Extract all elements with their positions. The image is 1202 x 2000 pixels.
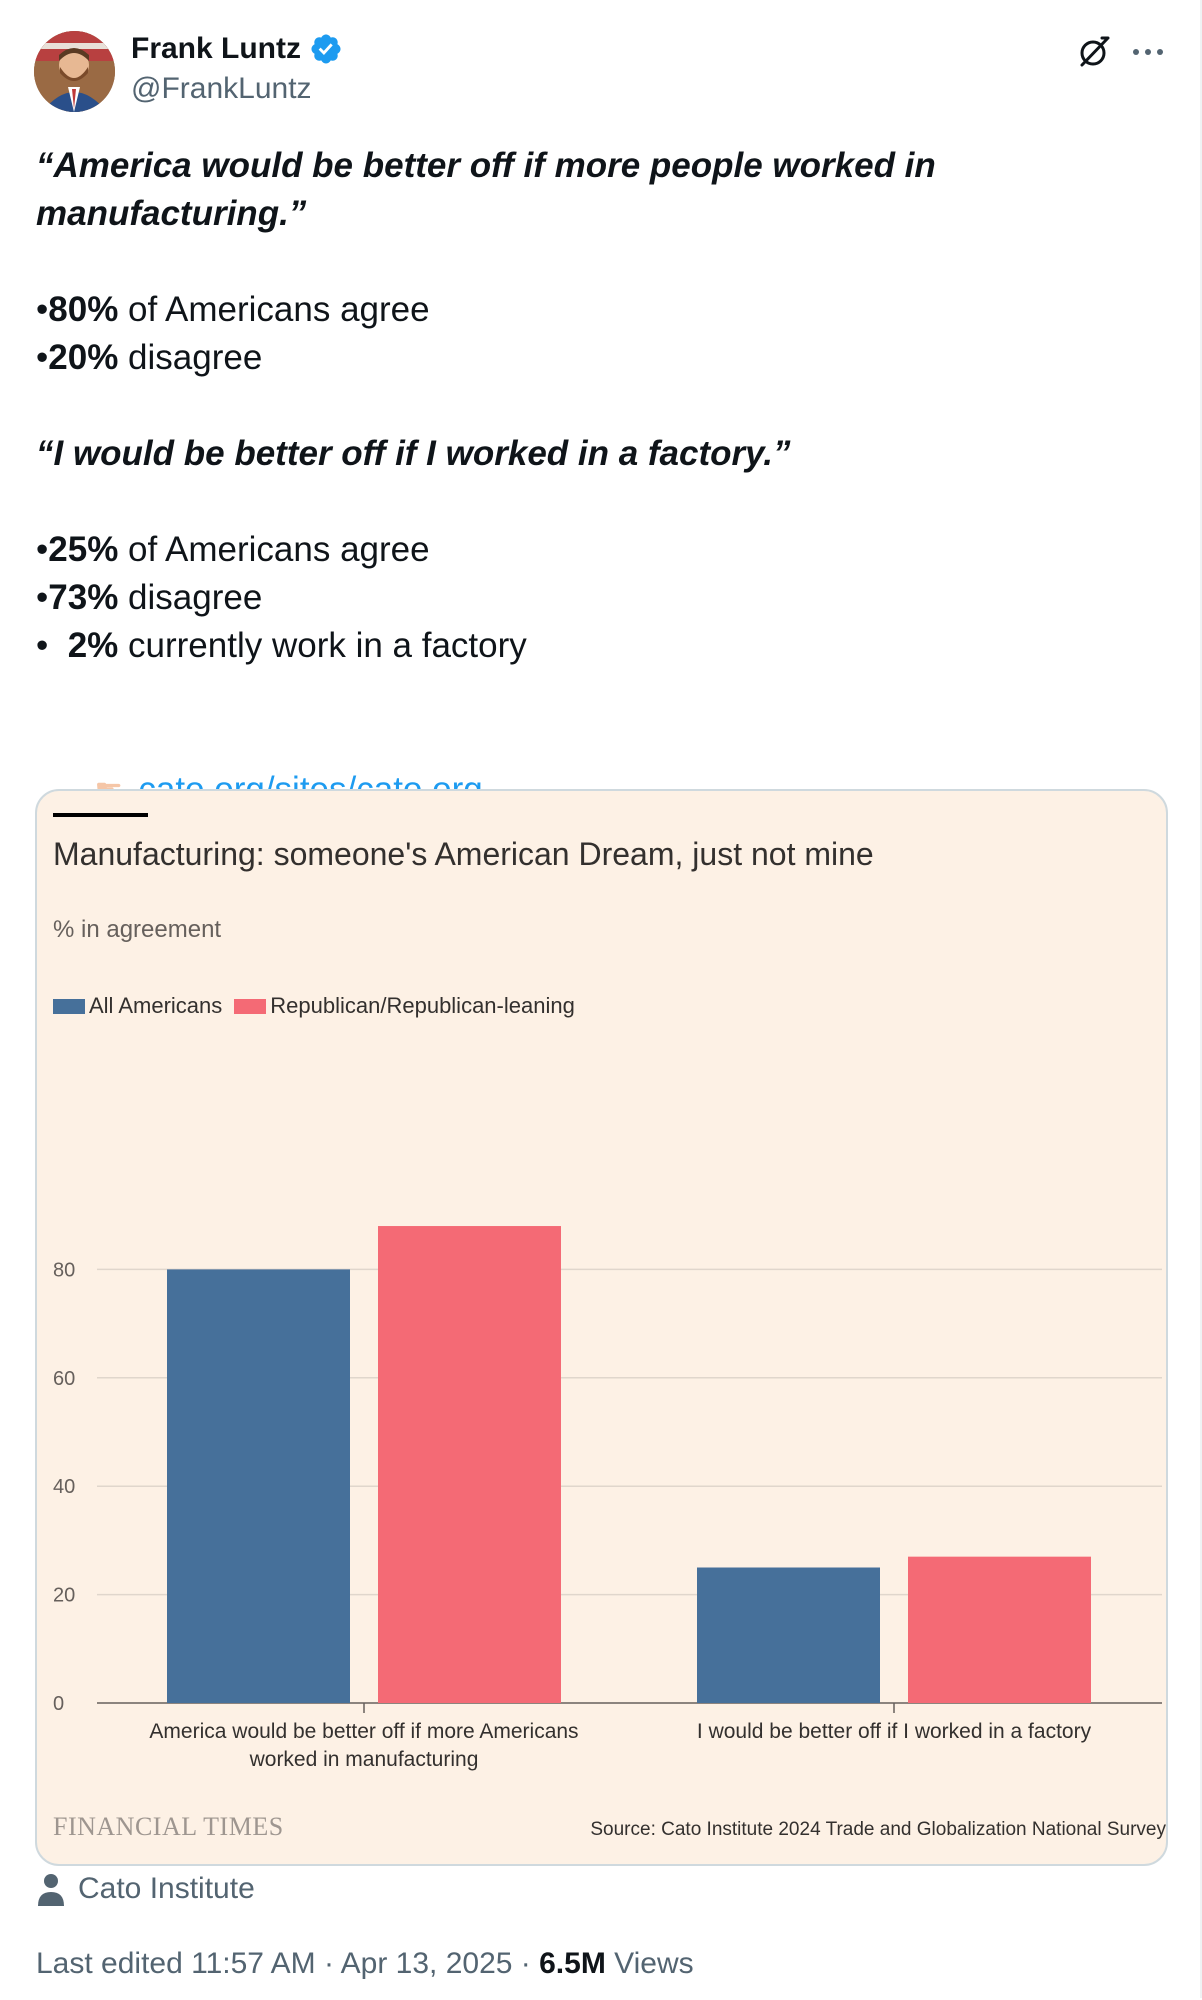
chart-title-rule	[53, 813, 148, 817]
attribution-label: Cato Institute	[78, 1872, 255, 1905]
image-attribution[interactable]: Cato Institute	[36, 1872, 255, 1906]
legend-item: All Americans	[53, 993, 222, 1019]
avatar[interactable]	[34, 31, 115, 112]
grok-icon[interactable]	[1076, 34, 1112, 70]
stat-line: •20% disagree	[36, 338, 263, 377]
link-line: ☛cato.org/sites/cato.org...	[36, 718, 1166, 809]
stat-line: •73% disagree	[36, 578, 263, 617]
tweet-text: “America would be better off if more peo…	[36, 142, 1166, 809]
edited-timestamp[interactable]: Last edited 11:57 AM · Apr 13, 2025 ·	[36, 1947, 540, 1980]
verified-badge-icon	[311, 34, 341, 64]
x-category-label: America would be better off if more Amer…	[149, 1720, 578, 1743]
x-category-label: worked in manufacturing	[249, 1748, 479, 1771]
tweet-meta: Last edited 11:57 AM · Apr 13, 2025 · 6.…	[36, 1947, 694, 1981]
y-tick-label: 40	[53, 1476, 75, 1498]
y-tick-label: 60	[53, 1368, 75, 1390]
chart-ylabel: % in agreement	[53, 916, 222, 943]
ft-logo: FINANCIAL TIMES	[53, 1812, 284, 1841]
stat-line: • 2% currently work in a factory	[36, 626, 527, 665]
y-tick-label: 20	[53, 1585, 75, 1607]
bar-all-americans-1	[697, 1567, 880, 1703]
chart-title: Manufacturing: someone's American Dream,…	[53, 836, 874, 872]
bar-republican-1	[908, 1556, 1091, 1703]
y-tick-label: 0	[53, 1693, 64, 1715]
y-tick-label: 80	[53, 1259, 75, 1281]
author-handle[interactable]: @FrankLuntz	[131, 72, 312, 105]
author-name[interactable]: Frank Luntz	[131, 32, 301, 65]
legend-swatch	[53, 998, 85, 1014]
stat-line: •25% of Americans agree	[36, 530, 430, 569]
bar-all-americans-0	[167, 1269, 350, 1703]
chart-legend: All Americans Republican/Republican-lean…	[53, 993, 587, 1019]
image-card[interactable]: 0 20 40 60 80 America would be better off if …	[35, 789, 1168, 1866]
view-count: 6.5M	[539, 1947, 606, 1980]
x-category-label: I would be better off if I worked in a f…	[697, 1720, 1092, 1743]
legend-item: Republican/Republican-leaning	[234, 993, 575, 1019]
stat-line: •80% of Americans agree	[36, 290, 430, 329]
views-label: Views	[605, 1947, 694, 1980]
quote-1-line-1: “America would be better off if more peo…	[36, 146, 936, 185]
person-icon	[38, 1874, 64, 1906]
legend-label: Republican/Republican-leaning	[270, 993, 575, 1018]
bar-republican-0	[378, 1226, 561, 1703]
legend-label: All Americans	[89, 993, 223, 1018]
quote-1-line-2: manufacturing.”	[36, 194, 307, 233]
more-options-icon[interactable]	[1130, 40, 1166, 64]
author-name-row[interactable]: Frank Luntz	[131, 32, 343, 66]
chart-source: Source: Cato Institute 2024 Trade and Gl…	[590, 1819, 1166, 1840]
quote-2: “I would be better off if I worked in a …	[36, 434, 791, 473]
legend-swatch	[234, 998, 267, 1014]
bar-chart: 0 20 40 60 80 America would be better off if …	[53, 813, 1162, 1771]
